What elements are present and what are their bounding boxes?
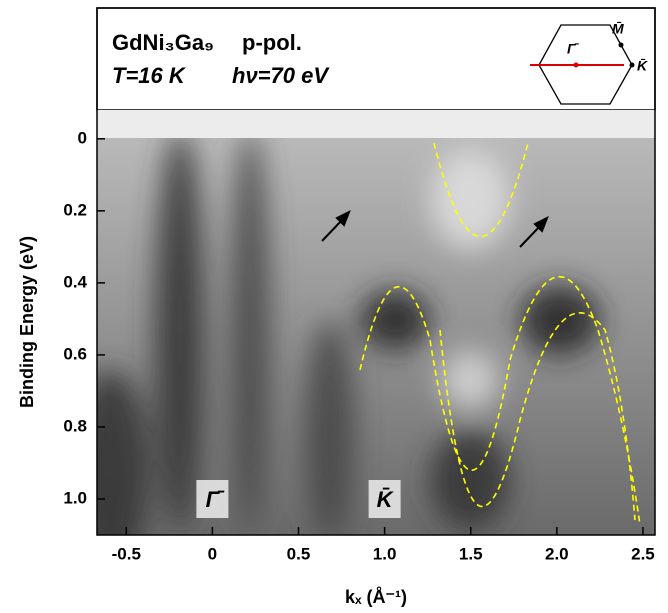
inset-m: M̄ bbox=[612, 20, 624, 37]
y-tick-label: 0 bbox=[78, 128, 87, 147]
y-tick-label: 0.6 bbox=[63, 344, 87, 363]
x-tick-label: 2.0 bbox=[545, 544, 569, 563]
header-box bbox=[96, 7, 656, 111]
y-tick-label: 0.4 bbox=[63, 272, 87, 291]
x-tick-label: 1.0 bbox=[373, 544, 397, 563]
y-axis-label: Binding Energy (eV) bbox=[17, 236, 37, 408]
x-tick-label: 2.5 bbox=[631, 544, 655, 563]
temperature: T=16 K bbox=[112, 63, 187, 88]
material: GdNi₃Ga₉ bbox=[112, 30, 214, 55]
arrows bbox=[321, 209, 549, 248]
point-label-box bbox=[196, 480, 229, 518]
photon-energy: hν=70 eV bbox=[232, 63, 330, 88]
m-point bbox=[618, 42, 624, 48]
inset-k: K̄ bbox=[637, 57, 648, 74]
x-axis-label: kₓ (Å⁻¹) bbox=[345, 587, 407, 607]
y-tick-label: 0.8 bbox=[63, 416, 87, 435]
map-edge bbox=[97, 110, 655, 138]
y-tick-label: 0.2 bbox=[63, 200, 87, 219]
guide-curves bbox=[359, 142, 641, 526]
point-label: K̄ bbox=[377, 487, 395, 512]
y-tick-label: 1.0 bbox=[63, 488, 87, 507]
point-label-box bbox=[368, 480, 401, 518]
x-tick-label: 0.5 bbox=[287, 544, 311, 563]
x-tick-label: -0.5 bbox=[112, 544, 141, 563]
intensity-map bbox=[97, 138, 655, 535]
x-tick-label: 1.5 bbox=[459, 544, 483, 563]
k-point bbox=[629, 62, 635, 68]
polarization: p-pol. bbox=[242, 30, 302, 55]
x-tick-label: 0 bbox=[208, 544, 217, 563]
gamma-point bbox=[573, 62, 579, 68]
frame bbox=[96, 7, 656, 536]
